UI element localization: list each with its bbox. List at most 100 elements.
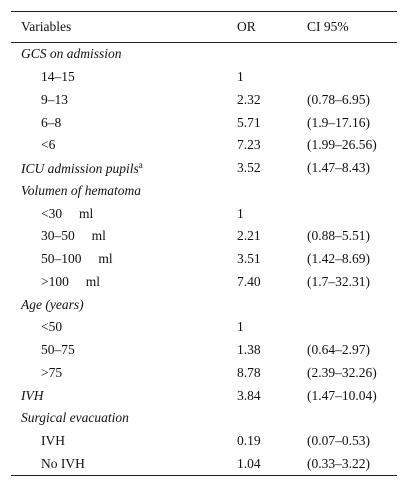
- variable-cell: GCS on admission: [11, 43, 237, 66]
- variable-label: 30–50 ml: [41, 228, 106, 244]
- or-cell: 5.71: [237, 114, 261, 130]
- variable-cell: 9–13: [11, 89, 237, 112]
- or-cell: 3.52: [237, 160, 261, 176]
- variable-cell: ICU admission pupilsa: [11, 157, 237, 180]
- ci-cell: (0.78–6.95): [307, 91, 370, 107]
- variable-cell: >100 ml: [11, 271, 237, 294]
- variable-cell: >75: [11, 362, 237, 385]
- variable-label: >100 ml: [41, 273, 100, 289]
- ci-cell: (1.47–8.43): [307, 160, 370, 176]
- table-group-row: IVH 3.84 (1.47–10.04): [11, 384, 397, 407]
- ci-cell: [307, 293, 397, 316]
- ci-cell: (0.33–3.22): [307, 452, 397, 477]
- variable-cell: <6: [11, 134, 237, 157]
- or-cell: [237, 407, 307, 430]
- variable-cell: 14–15: [11, 66, 237, 89]
- header-or: OR: [237, 11, 307, 43]
- header-variables: Variables: [11, 11, 237, 43]
- or-cell: 7.23: [237, 137, 261, 153]
- ci-cell: [307, 43, 397, 66]
- table-row: 9–13 2.32 (0.78–6.95): [11, 89, 397, 112]
- table-row: No IVH 1.04 (0.33–3.22): [11, 452, 397, 477]
- variable-label: <30 ml: [41, 205, 94, 221]
- table-body: GCS on admission 14–15 1 9–13 2.32 (0.78–6.95…: [11, 43, 397, 477]
- ci-cell: (1.7–32.31): [307, 273, 370, 289]
- variable-cell: Volumen of hematoma: [11, 180, 237, 203]
- table-group-row: Surgical evacuation: [11, 407, 397, 430]
- variable-cell: <30 ml: [11, 202, 237, 225]
- table-group-row: ICU admission pupilsa 3.52 (1.47–8.43): [11, 157, 397, 180]
- table-row: <50 1: [11, 316, 397, 339]
- variable-label: 50–75: [41, 342, 75, 358]
- variable-label: Volumen of hematoma: [21, 182, 141, 198]
- variable-label: Age (years): [21, 296, 84, 312]
- ci-cell: (0.07–0.53): [307, 433, 370, 449]
- table-row: 50–100 ml 3.51 (1.42–8.69): [11, 248, 397, 271]
- or-cell: 7.40: [237, 273, 261, 289]
- table-header: Variables OR CI 95%: [11, 11, 397, 43]
- ci-cell: (1.9–17.16): [307, 114, 370, 130]
- variable-label: IVH: [21, 387, 44, 403]
- or-cell: 1: [237, 319, 244, 335]
- variable-label: 9–13: [41, 91, 68, 107]
- or-cell: 3.84: [237, 387, 261, 403]
- variable-label: <50: [41, 319, 63, 335]
- variable-cell: IVH: [11, 430, 237, 453]
- variable-label: <6: [41, 137, 56, 153]
- or-cell: 3.51: [237, 251, 261, 267]
- table-row: 50–75 1.38 (0.64–2.97): [11, 339, 397, 362]
- variable-label: 50–100 ml: [41, 251, 113, 267]
- table-row: 14–15 1: [11, 66, 397, 89]
- or-cell: 8.78: [237, 364, 261, 380]
- header-row: Variables OR CI 95%: [11, 11, 397, 43]
- variable-label: GCS on admission: [21, 46, 122, 62]
- or-cell: 2.32: [237, 91, 261, 107]
- variable-cell: <50: [11, 316, 237, 339]
- or-cell: 1: [237, 205, 244, 221]
- variable-cell: 6–8: [11, 111, 237, 134]
- or-cell: 2.21: [237, 228, 261, 244]
- or-cell: 1.04: [237, 452, 307, 477]
- or-cell: [237, 180, 307, 203]
- ci-cell: [307, 202, 397, 225]
- variable-label: 14–15: [41, 69, 75, 85]
- ci-cell: [307, 407, 397, 430]
- ci-cell: [307, 180, 397, 203]
- ci-cell: [307, 316, 397, 339]
- ci-cell: [307, 66, 397, 89]
- ci-cell: (1.47–10.04): [307, 387, 377, 403]
- footnote-marker: a: [138, 159, 143, 170]
- ci-cell: (1.99–26.56): [307, 137, 377, 153]
- header-ci: CI 95%: [307, 11, 397, 43]
- table-row: 6–8 5.71 (1.9–17.16): [11, 111, 397, 134]
- ci-cell: (1.42–8.69): [307, 251, 370, 267]
- variable-cell: No IVH: [11, 452, 237, 477]
- odds-ratio-table-container: Variables OR CI 95% GCS on admission 14–1…: [11, 11, 397, 477]
- table-group-row: Age (years): [11, 293, 397, 316]
- table-row: 30–50 ml 2.21 (0.88–5.51): [11, 225, 397, 248]
- table-group-row: Volumen of hematoma: [11, 180, 397, 203]
- ci-cell: (0.64–2.97): [307, 342, 370, 358]
- table-row: >75 8.78 (2.39–32.26): [11, 362, 397, 385]
- ci-cell: (2.39–32.26): [307, 364, 377, 380]
- table-row: <30 ml 1: [11, 202, 397, 225]
- variable-label: ICU admission pupils: [21, 160, 139, 176]
- variable-cell: 50–75: [11, 339, 237, 362]
- table-row: >100 ml 7.40 (1.7–32.31): [11, 271, 397, 294]
- variable-label: IVH: [41, 433, 65, 449]
- variable-cell: Surgical evacuation: [11, 407, 237, 430]
- odds-ratio-table: Variables OR CI 95% GCS on admission 14–1…: [11, 11, 397, 477]
- variable-label: No IVH: [41, 455, 85, 471]
- or-cell: [237, 293, 307, 316]
- or-cell: 0.19: [237, 433, 261, 449]
- or-cell: 1: [237, 69, 244, 85]
- or-cell: [237, 43, 307, 66]
- table-row: <6 7.23 (1.99–26.56): [11, 134, 397, 157]
- variable-cell: IVH: [11, 384, 237, 407]
- variable-cell: Age (years): [11, 293, 237, 316]
- variable-cell: 30–50 ml: [11, 225, 237, 248]
- variable-cell: 50–100 ml: [11, 248, 237, 271]
- or-cell: 1.38: [237, 342, 261, 358]
- ci-cell: (0.88–5.51): [307, 228, 370, 244]
- table-row: IVH 0.19 (0.07–0.53): [11, 430, 397, 453]
